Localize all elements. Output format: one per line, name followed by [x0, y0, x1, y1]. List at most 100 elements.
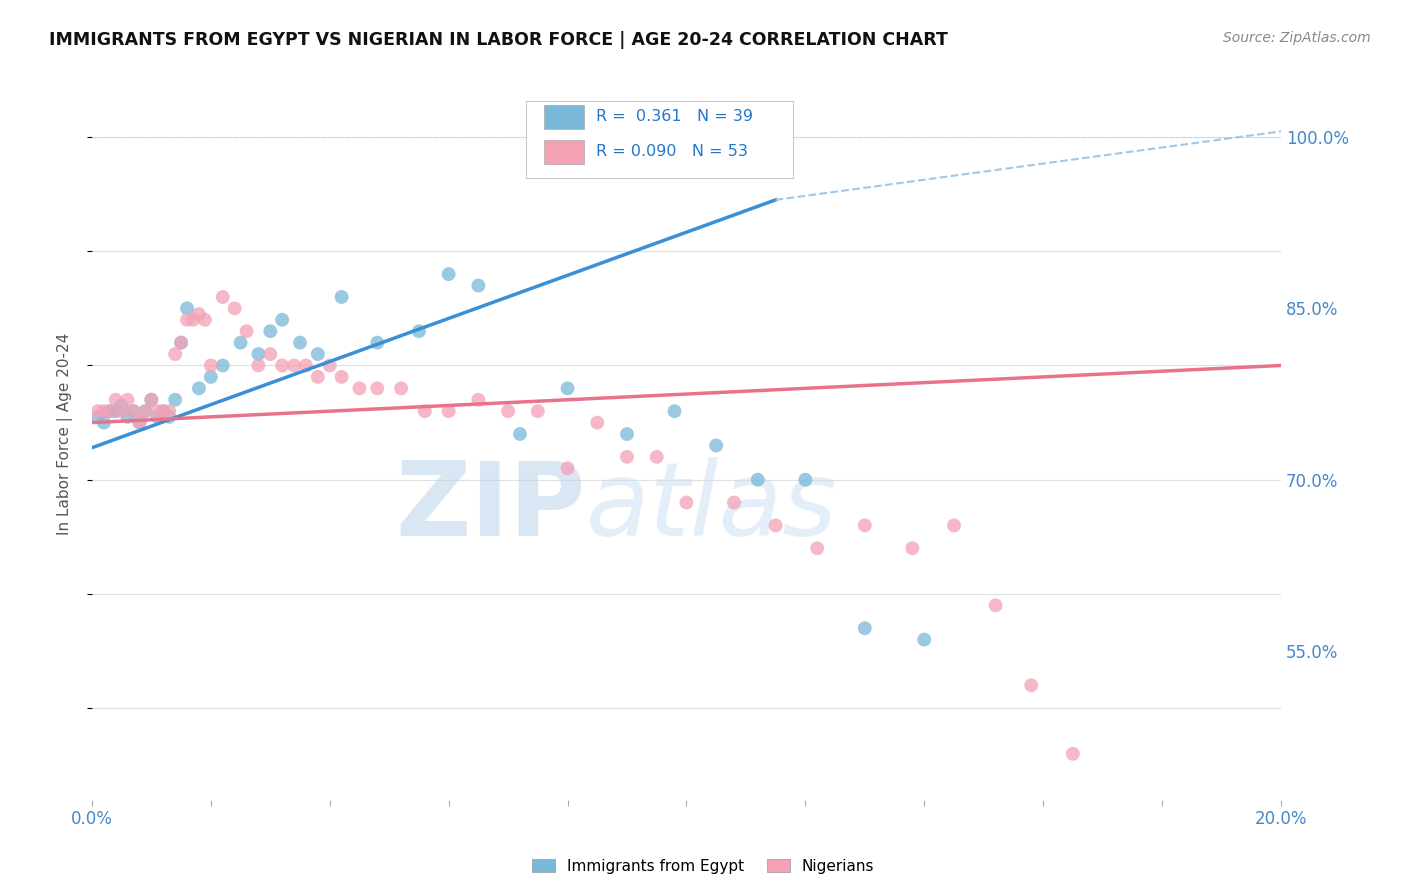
Point: [366, 335, 388, 350]
Text: R = 0.090   N = 53: R = 0.090 N = 53: [596, 145, 748, 159]
Point: [157, 409, 180, 424]
Point: [200, 370, 222, 384]
Point: [176, 301, 198, 316]
Point: [616, 427, 638, 442]
Point: [98, 404, 121, 418]
Point: [181, 313, 204, 327]
Point: [467, 278, 489, 293]
Point: [704, 438, 727, 452]
Point: [527, 404, 550, 418]
Point: [413, 404, 436, 418]
Point: [152, 404, 174, 418]
Point: [176, 313, 198, 327]
Point: [943, 518, 966, 533]
Point: [645, 450, 668, 464]
Point: [170, 335, 193, 350]
Point: [247, 359, 270, 373]
Point: [794, 473, 817, 487]
Point: [259, 347, 281, 361]
Point: [723, 495, 745, 509]
Point: [271, 359, 294, 373]
Point: [224, 301, 246, 316]
Point: [806, 541, 828, 556]
Point: [853, 518, 876, 533]
Point: [194, 313, 217, 327]
Point: [229, 335, 252, 350]
Point: [1019, 678, 1042, 692]
Point: [170, 335, 193, 350]
Point: [366, 381, 388, 395]
Text: Source: ZipAtlas.com: Source: ZipAtlas.com: [1223, 31, 1371, 45]
Point: [152, 404, 174, 418]
Point: [259, 324, 281, 338]
Legend: Immigrants from Egypt, Nigerians: Immigrants from Egypt, Nigerians: [526, 853, 880, 880]
Point: [557, 381, 579, 395]
Point: [349, 381, 371, 395]
Point: [122, 404, 145, 418]
Point: [235, 324, 257, 338]
Point: [271, 313, 294, 327]
Point: [664, 404, 686, 418]
Point: [389, 381, 412, 395]
FancyBboxPatch shape: [526, 102, 793, 178]
Point: [187, 307, 209, 321]
Point: [912, 632, 935, 647]
Point: [295, 359, 318, 373]
Point: [307, 370, 329, 384]
Point: [288, 335, 311, 350]
Point: [165, 392, 187, 407]
Point: [134, 404, 156, 418]
Point: [765, 518, 787, 533]
Text: atlas: atlas: [585, 457, 837, 558]
Point: [283, 359, 305, 373]
Point: [437, 267, 460, 281]
Point: [211, 290, 233, 304]
FancyBboxPatch shape: [544, 140, 583, 163]
Y-axis label: In Labor Force | Age 20-24: In Labor Force | Age 20-24: [58, 333, 73, 535]
Point: [157, 404, 180, 418]
Point: [111, 399, 134, 413]
Point: [616, 450, 638, 464]
Point: [87, 404, 110, 418]
Point: [187, 381, 209, 395]
Text: ZIP: ZIP: [395, 457, 585, 558]
Point: [1062, 747, 1084, 761]
Point: [128, 416, 150, 430]
Point: [93, 416, 115, 430]
Point: [467, 392, 489, 407]
Point: [122, 404, 145, 418]
Point: [557, 461, 579, 475]
Point: [747, 473, 769, 487]
Point: [165, 347, 187, 361]
Point: [853, 621, 876, 635]
FancyBboxPatch shape: [544, 105, 583, 128]
Point: [141, 392, 163, 407]
Point: [104, 404, 127, 418]
Point: [247, 347, 270, 361]
Point: [146, 409, 169, 424]
Point: [319, 359, 342, 373]
Point: [146, 404, 169, 418]
Point: [307, 347, 329, 361]
Point: [675, 495, 697, 509]
Point: [134, 404, 156, 418]
Point: [437, 404, 460, 418]
Point: [408, 324, 430, 338]
Point: [104, 392, 127, 407]
Point: [901, 541, 924, 556]
Text: IMMIGRANTS FROM EGYPT VS NIGERIAN IN LABOR FORCE | AGE 20-24 CORRELATION CHART: IMMIGRANTS FROM EGYPT VS NIGERIAN IN LAB…: [49, 31, 948, 49]
Point: [330, 290, 353, 304]
Point: [117, 392, 139, 407]
Point: [984, 599, 1007, 613]
Point: [128, 416, 150, 430]
Point: [211, 359, 233, 373]
Point: [200, 359, 222, 373]
Point: [330, 370, 353, 384]
Text: R =  0.361   N = 39: R = 0.361 N = 39: [596, 110, 754, 125]
Point: [93, 404, 115, 418]
Point: [87, 409, 110, 424]
Point: [509, 427, 531, 442]
Point: [496, 404, 519, 418]
Point: [141, 392, 163, 407]
Point: [111, 404, 134, 418]
